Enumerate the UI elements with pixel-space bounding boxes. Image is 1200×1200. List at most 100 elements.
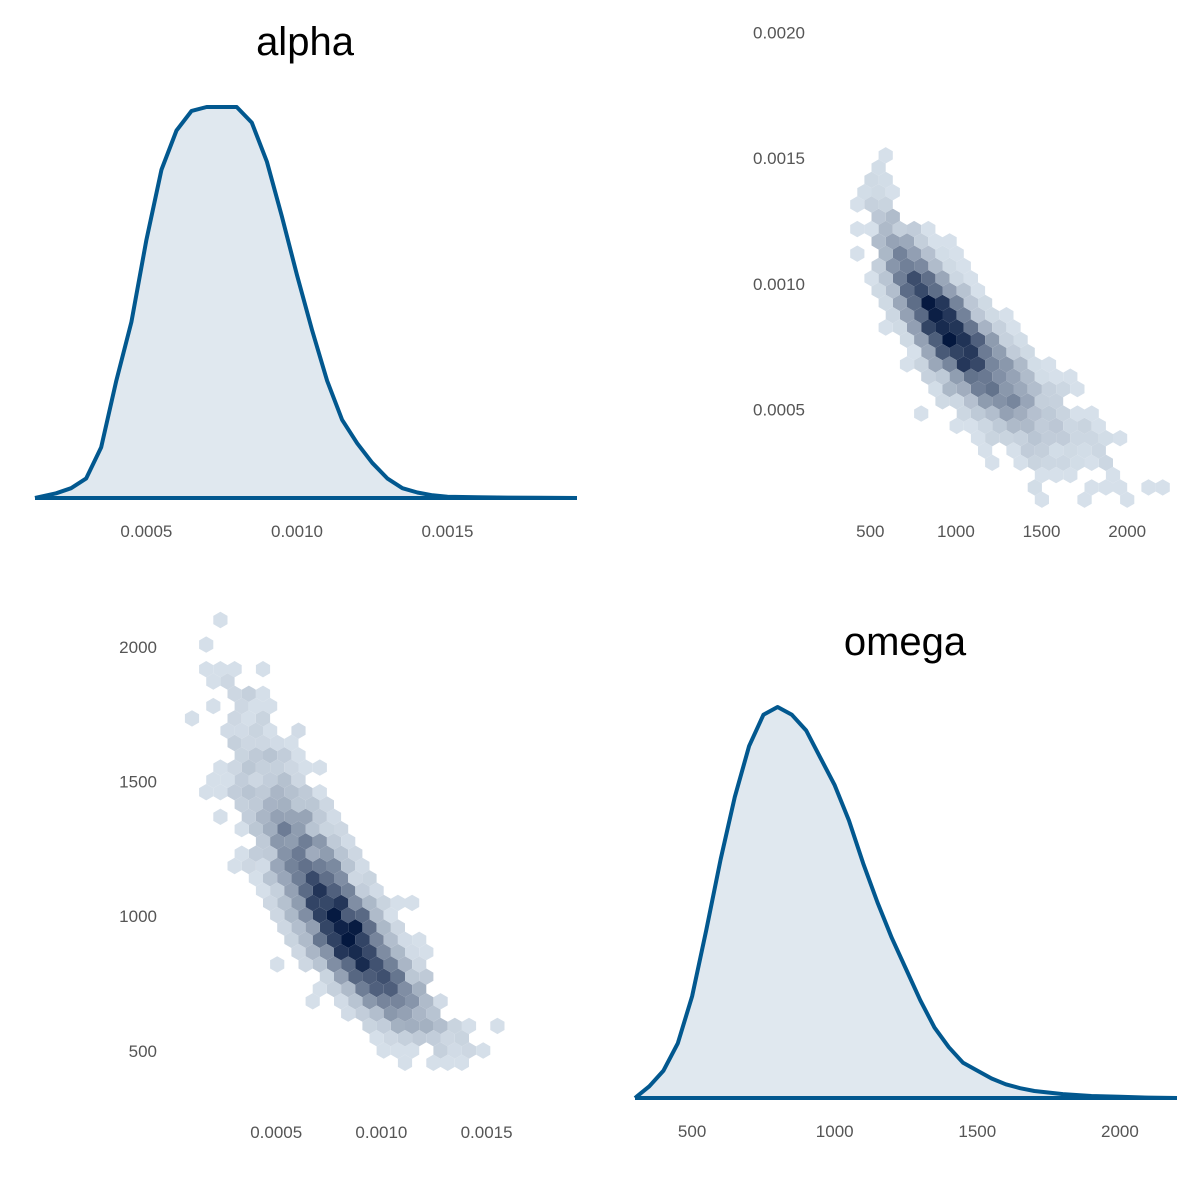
hexbin-cell xyxy=(319,919,334,936)
hexbin-cell xyxy=(213,611,228,629)
hexbin-cell xyxy=(383,931,398,948)
hexbin-cell xyxy=(362,894,377,912)
hexbin-cell xyxy=(1013,430,1028,447)
hexbin-cell xyxy=(1098,430,1113,447)
hexbin-cell xyxy=(412,956,427,973)
hexbin-cell xyxy=(341,907,356,924)
hexbin-cell xyxy=(899,257,915,275)
hexbin-cell xyxy=(227,710,242,727)
hexbin-cell xyxy=(850,220,865,238)
hexbin-cell xyxy=(305,894,320,912)
hexbin-cell xyxy=(234,820,249,838)
alpha-omega-y-axis: 500 1000 1500 2000 xyxy=(119,638,157,1061)
hexbin-cell xyxy=(1006,393,1021,410)
hexbin-cell xyxy=(234,747,249,764)
hexbin-cell xyxy=(277,870,292,887)
hexbin-cell xyxy=(284,734,299,752)
alpha-density-panel: alpha 0.0005 0.0010 0.0015 xyxy=(34,20,578,541)
hexbin-cell xyxy=(376,894,391,912)
hexbin-cell xyxy=(1070,454,1085,471)
hexbin-cell xyxy=(326,907,342,924)
hexbin-cell xyxy=(914,307,929,324)
hexbin-cell xyxy=(355,956,370,973)
hexbin-cell xyxy=(942,380,957,398)
hexbin-cell xyxy=(341,857,356,875)
x-tick-label: 1500 xyxy=(1023,522,1061,541)
hexbin-cell xyxy=(885,257,900,275)
omega-alpha-hexbin-panel: 500 1000 1500 2000 0.0005 0.0010 0.0015 0.0020 xyxy=(753,24,1170,541)
hexbin-cell xyxy=(970,331,986,348)
hexbin-cell xyxy=(241,759,256,776)
y-tick-label: 0.0010 xyxy=(753,275,805,294)
hexbin-cell xyxy=(935,270,950,287)
hexbin-cell xyxy=(277,796,292,813)
hexbin-cell xyxy=(397,980,413,998)
hexbin-cell xyxy=(291,747,306,764)
hexbin-cell xyxy=(341,833,356,850)
hexbin-cell xyxy=(284,833,299,850)
hexbin-cell xyxy=(871,184,886,201)
hexbin-cell xyxy=(1034,442,1049,459)
hexbin-cell xyxy=(1020,393,1035,410)
hexbin-cell xyxy=(369,907,384,924)
hexbin-cell xyxy=(878,147,893,164)
hexbin-cell xyxy=(199,636,214,653)
hexbin-cell xyxy=(942,257,957,275)
hexbin-cell xyxy=(270,907,285,924)
hexbin-cell xyxy=(390,1017,405,1035)
hexbin-cell xyxy=(390,919,405,936)
hexbin-cell xyxy=(390,968,405,985)
hexbin-cell xyxy=(899,233,915,250)
hexbin-cell xyxy=(270,734,285,752)
hexbin-cell xyxy=(1049,393,1064,410)
hexbin-cell xyxy=(907,220,922,238)
hexbin-cell xyxy=(1041,356,1057,373)
hexbin-cell xyxy=(871,159,886,176)
alpha-density-x-axis: 0.0005 0.0010 0.0015 xyxy=(120,522,473,541)
hexbin-cell xyxy=(956,380,971,398)
hexbin-cell xyxy=(376,1017,391,1035)
hexbin-cell xyxy=(255,882,271,899)
hexbin-cell xyxy=(341,882,356,899)
hexbin-cell xyxy=(305,845,320,862)
hexbin-cell xyxy=(255,734,271,752)
hexbin-cell xyxy=(1077,491,1092,508)
hexbin-cell xyxy=(942,356,957,373)
hexbin-cell xyxy=(270,784,285,801)
hexbin-cell xyxy=(892,319,907,336)
hexbin-cell xyxy=(298,907,313,924)
hexbin-cell xyxy=(383,1030,398,1047)
hexbin-cell xyxy=(319,845,334,862)
hexbin-cell xyxy=(978,417,993,435)
hexbin-cell xyxy=(992,319,1007,336)
hexbin-cell xyxy=(248,771,263,789)
hexbin-cell xyxy=(348,845,363,862)
hexbin-cell xyxy=(907,270,922,287)
hexbin-cell xyxy=(241,710,256,727)
hexbin-cell xyxy=(355,1005,370,1022)
hexbin-cell xyxy=(263,894,278,912)
hexbin-cell xyxy=(857,184,872,201)
hexbin-cell xyxy=(376,968,391,985)
x-tick-label: 1000 xyxy=(937,522,975,541)
hexbin-cell xyxy=(248,722,263,739)
hexbin-cell xyxy=(263,820,278,838)
hexbin-cell xyxy=(234,796,249,813)
hexbin-cell xyxy=(914,257,929,275)
hexbin-cell xyxy=(447,1042,462,1059)
hexbin-cell xyxy=(871,257,886,275)
hexbin-cell xyxy=(907,319,922,336)
hexbin-cell xyxy=(878,294,893,312)
hexbin-cell xyxy=(1063,466,1078,484)
hexbin-cell xyxy=(1041,380,1057,398)
hexbin-cell xyxy=(312,759,327,776)
hexbin-cell xyxy=(1049,368,1064,385)
hexbin-cell xyxy=(1056,405,1071,422)
hexbin-cell xyxy=(1020,343,1035,361)
y-tick-label: 0.0005 xyxy=(753,401,805,420)
hexbin-cell xyxy=(970,356,986,373)
hexbin-cell xyxy=(241,734,256,752)
hexbin-cell xyxy=(291,722,306,739)
hexbin-cell xyxy=(341,1005,356,1022)
